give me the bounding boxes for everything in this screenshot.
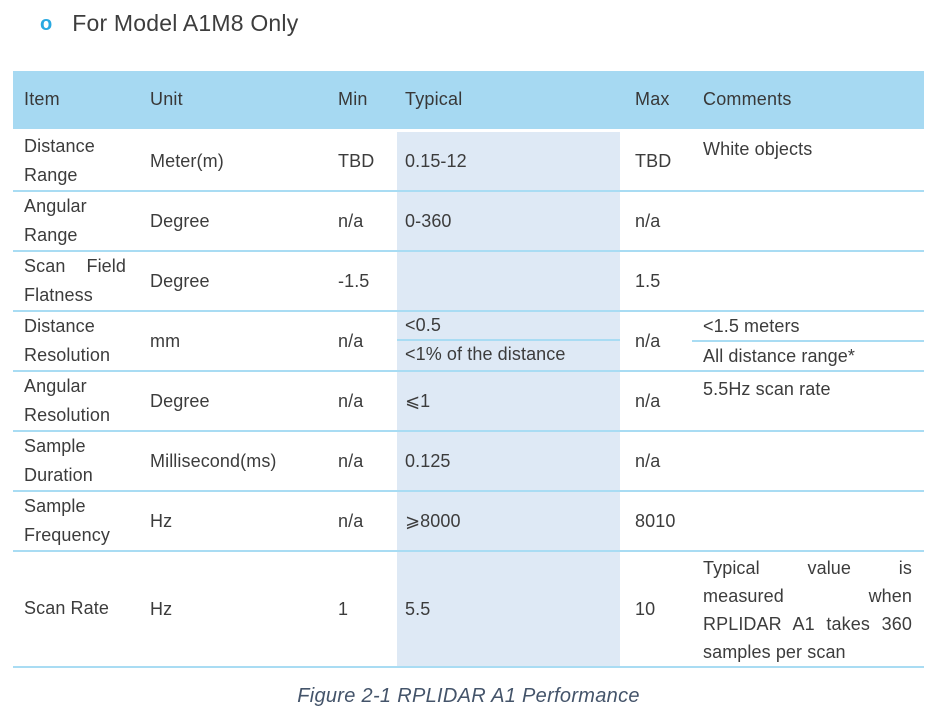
comments-subcell: All distance range* <box>703 345 855 366</box>
typical-subcell: <1% of the distance <box>405 344 566 364</box>
cell-typical: ⩾8000 <box>397 490 620 551</box>
column-header-max: Max <box>620 71 692 132</box>
cell-comments: Typical value is measured when RPLIDAR A… <box>703 557 912 662</box>
cell-max: n/a <box>635 210 661 231</box>
table-row: Sample Frequency Hz n/a ⩾8000 8010 <box>13 490 924 551</box>
cell-comments <box>692 251 924 311</box>
cell-item: Angular Resolution <box>24 375 111 425</box>
column-header-typical: Typical <box>397 71 620 132</box>
section-heading-text: For Model A1M8 Only <box>72 10 299 36</box>
table-row: Scan Field Flatness Degree -1.5 1.5 <box>13 250 924 311</box>
cell-item: Scan Field Flatness <box>24 255 126 305</box>
cell-unit: Meter(m) <box>150 150 224 171</box>
cell-unit: Degree <box>150 390 210 411</box>
cell-item: Sample Frequency <box>24 495 110 545</box>
cell-max: 1.5 <box>635 270 661 291</box>
section-heading: o For Model A1M8 Only <box>40 10 298 37</box>
cell-typical: 0-360 <box>397 190 620 251</box>
cell-min: -1.5 <box>338 270 370 291</box>
cell-item: Sample Duration <box>24 435 93 485</box>
cell-unit: Hz <box>150 510 173 531</box>
cell-typical: ⩽1 <box>397 370 620 431</box>
cell-item: Distance Resolution <box>24 315 111 365</box>
cell-comments: White objects <box>703 138 813 159</box>
performance-table: Item Unit Min Typical Max Comments Dista… <box>13 71 924 668</box>
cell-typical <box>397 250 620 311</box>
cell-unit: Millisecond(ms) <box>150 450 277 471</box>
cell-min: n/a <box>338 450 364 471</box>
cell-comments <box>692 491 924 551</box>
column-header-min: Min <box>330 71 397 132</box>
cell-max: n/a <box>635 450 661 471</box>
cell-min: n/a <box>338 330 364 351</box>
cell-min: n/a <box>338 390 364 411</box>
comments-subcell-group: <1.5 meters All distance range* <box>692 312 924 368</box>
cell-min: 1 <box>338 598 349 619</box>
column-header-comments: Comments <box>692 71 924 132</box>
cell-item: Angular Range <box>24 195 87 245</box>
table-row: Angular Resolution Degree n/a ⩽1 n/a 5.5… <box>13 370 924 431</box>
cell-max: 8010 <box>635 510 676 531</box>
comments-subcell: <1.5 meters <box>692 312 924 342</box>
cell-max: n/a <box>635 390 661 411</box>
table-row: Angular Range Degree n/a 0-360 n/a <box>13 190 924 251</box>
cell-typical: 0.125 <box>397 430 620 491</box>
cell-unit: mm <box>150 330 181 351</box>
figure-caption: Figure 2-1 RPLIDAR A1 Performance <box>297 684 640 707</box>
cell-max: 10 <box>635 598 656 619</box>
typical-subcell-group: <0.5 <1% of the distance <box>397 312 620 368</box>
cell-item: Distance Range <box>24 135 95 185</box>
cell-item: Scan Rate <box>24 598 109 618</box>
cell-min: n/a <box>338 510 364 531</box>
cell-typical: 5.5 <box>397 550 620 667</box>
table-area: Item Unit Min Typical Max Comments Dista… <box>13 71 924 708</box>
column-header-unit: Unit <box>140 71 330 132</box>
cell-min: n/a <box>338 210 364 231</box>
cell-comments <box>692 431 924 491</box>
list-bullet-icon: o <box>40 12 53 35</box>
table-row: Sample Duration Millisecond(ms) n/a 0.12… <box>13 430 924 491</box>
column-header-item: Item <box>13 71 140 132</box>
cell-min: TBD <box>338 150 375 171</box>
table-header-row: Item Unit Min Typical Max Comments <box>13 71 924 132</box>
typical-subcell: <0.5 <box>397 312 620 341</box>
table-row: Distance Range Meter(m) TBD 0.15-12 TBD … <box>13 130 924 191</box>
cell-comments: <1.5 meters All distance range* <box>692 311 924 371</box>
cell-max: n/a <box>635 330 661 351</box>
cell-max: TBD <box>635 150 672 171</box>
cell-comments <box>692 191 924 251</box>
table-row: Scan Rate Hz 1 5.5 10 Typical value is m… <box>13 550 924 667</box>
cell-unit: Degree <box>150 270 210 291</box>
cell-unit: Hz <box>150 598 173 619</box>
cell-unit: Degree <box>150 210 210 231</box>
cell-typical: 0.15-12 <box>397 130 620 191</box>
table-row: Distance Resolution mm n/a <0.5 <1% of th… <box>13 310 924 371</box>
cell-comments: 5.5Hz scan rate <box>703 378 831 399</box>
cell-typical: <0.5 <1% of the distance <box>397 310 620 371</box>
